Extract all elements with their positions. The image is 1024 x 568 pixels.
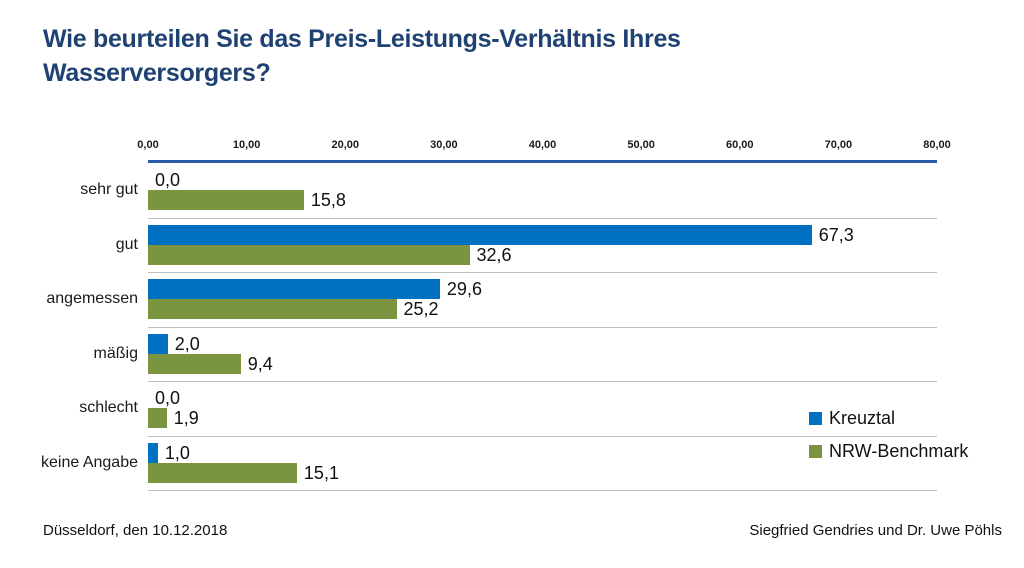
- row-separator-line: [148, 381, 937, 382]
- page-title: Wie beurteilen Sie das Preis-Leistungs-V…: [43, 22, 903, 90]
- value-label: 1,0: [164, 442, 190, 463]
- value-label: 0,0: [155, 170, 181, 190]
- category-label: keine Angabe: [41, 453, 138, 471]
- kreuztal-bar: [148, 442, 158, 463]
- nrw-benchmark-bar: [148, 462, 297, 483]
- x-axis-tick-label: 70,00: [824, 139, 853, 151]
- x-axis-tick-label: 60,00: [725, 139, 754, 151]
- x-axis-tick-label: 80,00: [923, 139, 951, 151]
- nrw-benchmark-bar: [148, 244, 470, 265]
- nrw-benchmark-bar: [148, 299, 397, 319]
- value-label: 0,0: [155, 388, 181, 408]
- value-label: 67,3: [818, 224, 854, 245]
- value-label: 9,4: [247, 353, 273, 374]
- kreuztal-swatch-icon: [809, 411, 822, 425]
- page-title-line-2: Wasserversorgers?: [43, 59, 271, 87]
- row-separator-line: [148, 217, 937, 219]
- row-separator-line: [148, 435, 937, 437]
- legend-entry-kreuztal: Kreuztal: [809, 408, 968, 428]
- nrw-benchmark-bar: [148, 353, 241, 374]
- x-axis-tick-label: 50,00: [627, 139, 655, 151]
- footer-authors: Siegfried Gendries und Dr. Uwe Pöhls: [749, 522, 1002, 539]
- row-separator-line: [148, 490, 937, 491]
- value-label: 1,9: [173, 408, 199, 428]
- row-separator-line: [148, 326, 937, 328]
- x-axis-tick-label: 0,00: [137, 139, 159, 151]
- legend-entry-nrw-benchmark: NRW-Benchmark: [809, 441, 968, 461]
- kreuztal-bar: [148, 333, 168, 354]
- nrw-benchmark-bar: [148, 408, 167, 428]
- x-axis-tick-label: 10,00: [232, 139, 261, 151]
- category-label: angemessen: [46, 290, 138, 308]
- x-axis-tick-label: 20,00: [331, 139, 360, 151]
- kreuztal-bar: [148, 279, 440, 299]
- value-label: 29,6: [446, 279, 482, 299]
- legend-label-kreuztal: Kreuztal: [829, 407, 896, 428]
- kreuztal-bar: [148, 224, 812, 245]
- legend-label-nrw-benchmark: NRW-Benchmark: [829, 440, 969, 461]
- row-separator-line: [148, 272, 937, 273]
- value-label: 32,6: [476, 244, 512, 265]
- x-axis-tick-label: 30,00: [430, 139, 458, 151]
- category-label: mäßig: [93, 344, 138, 362]
- value-label: 25,2: [403, 299, 439, 319]
- x-axis-tick-label: 40,00: [528, 139, 557, 151]
- value-label: 15,8: [310, 190, 346, 210]
- category-label: schlecht: [79, 399, 138, 417]
- nrw-benchmark-swatch-icon: [809, 444, 822, 458]
- footer-place-date: Düsseldorf, den 10.12.2018: [43, 522, 228, 539]
- chart-legend: Kreuztal NRW-Benchmark: [809, 408, 968, 474]
- page-title-line-1: Wie beurteilen Sie das Preis-Leistungs-V…: [43, 25, 681, 53]
- nrw-benchmark-bar: [148, 190, 304, 210]
- category-label: gut: [115, 235, 138, 253]
- category-label: sehr gut: [80, 181, 138, 199]
- value-label: 15,1: [303, 462, 339, 483]
- x-axis-line: [148, 160, 937, 163]
- value-label: 2,0: [174, 333, 200, 354]
